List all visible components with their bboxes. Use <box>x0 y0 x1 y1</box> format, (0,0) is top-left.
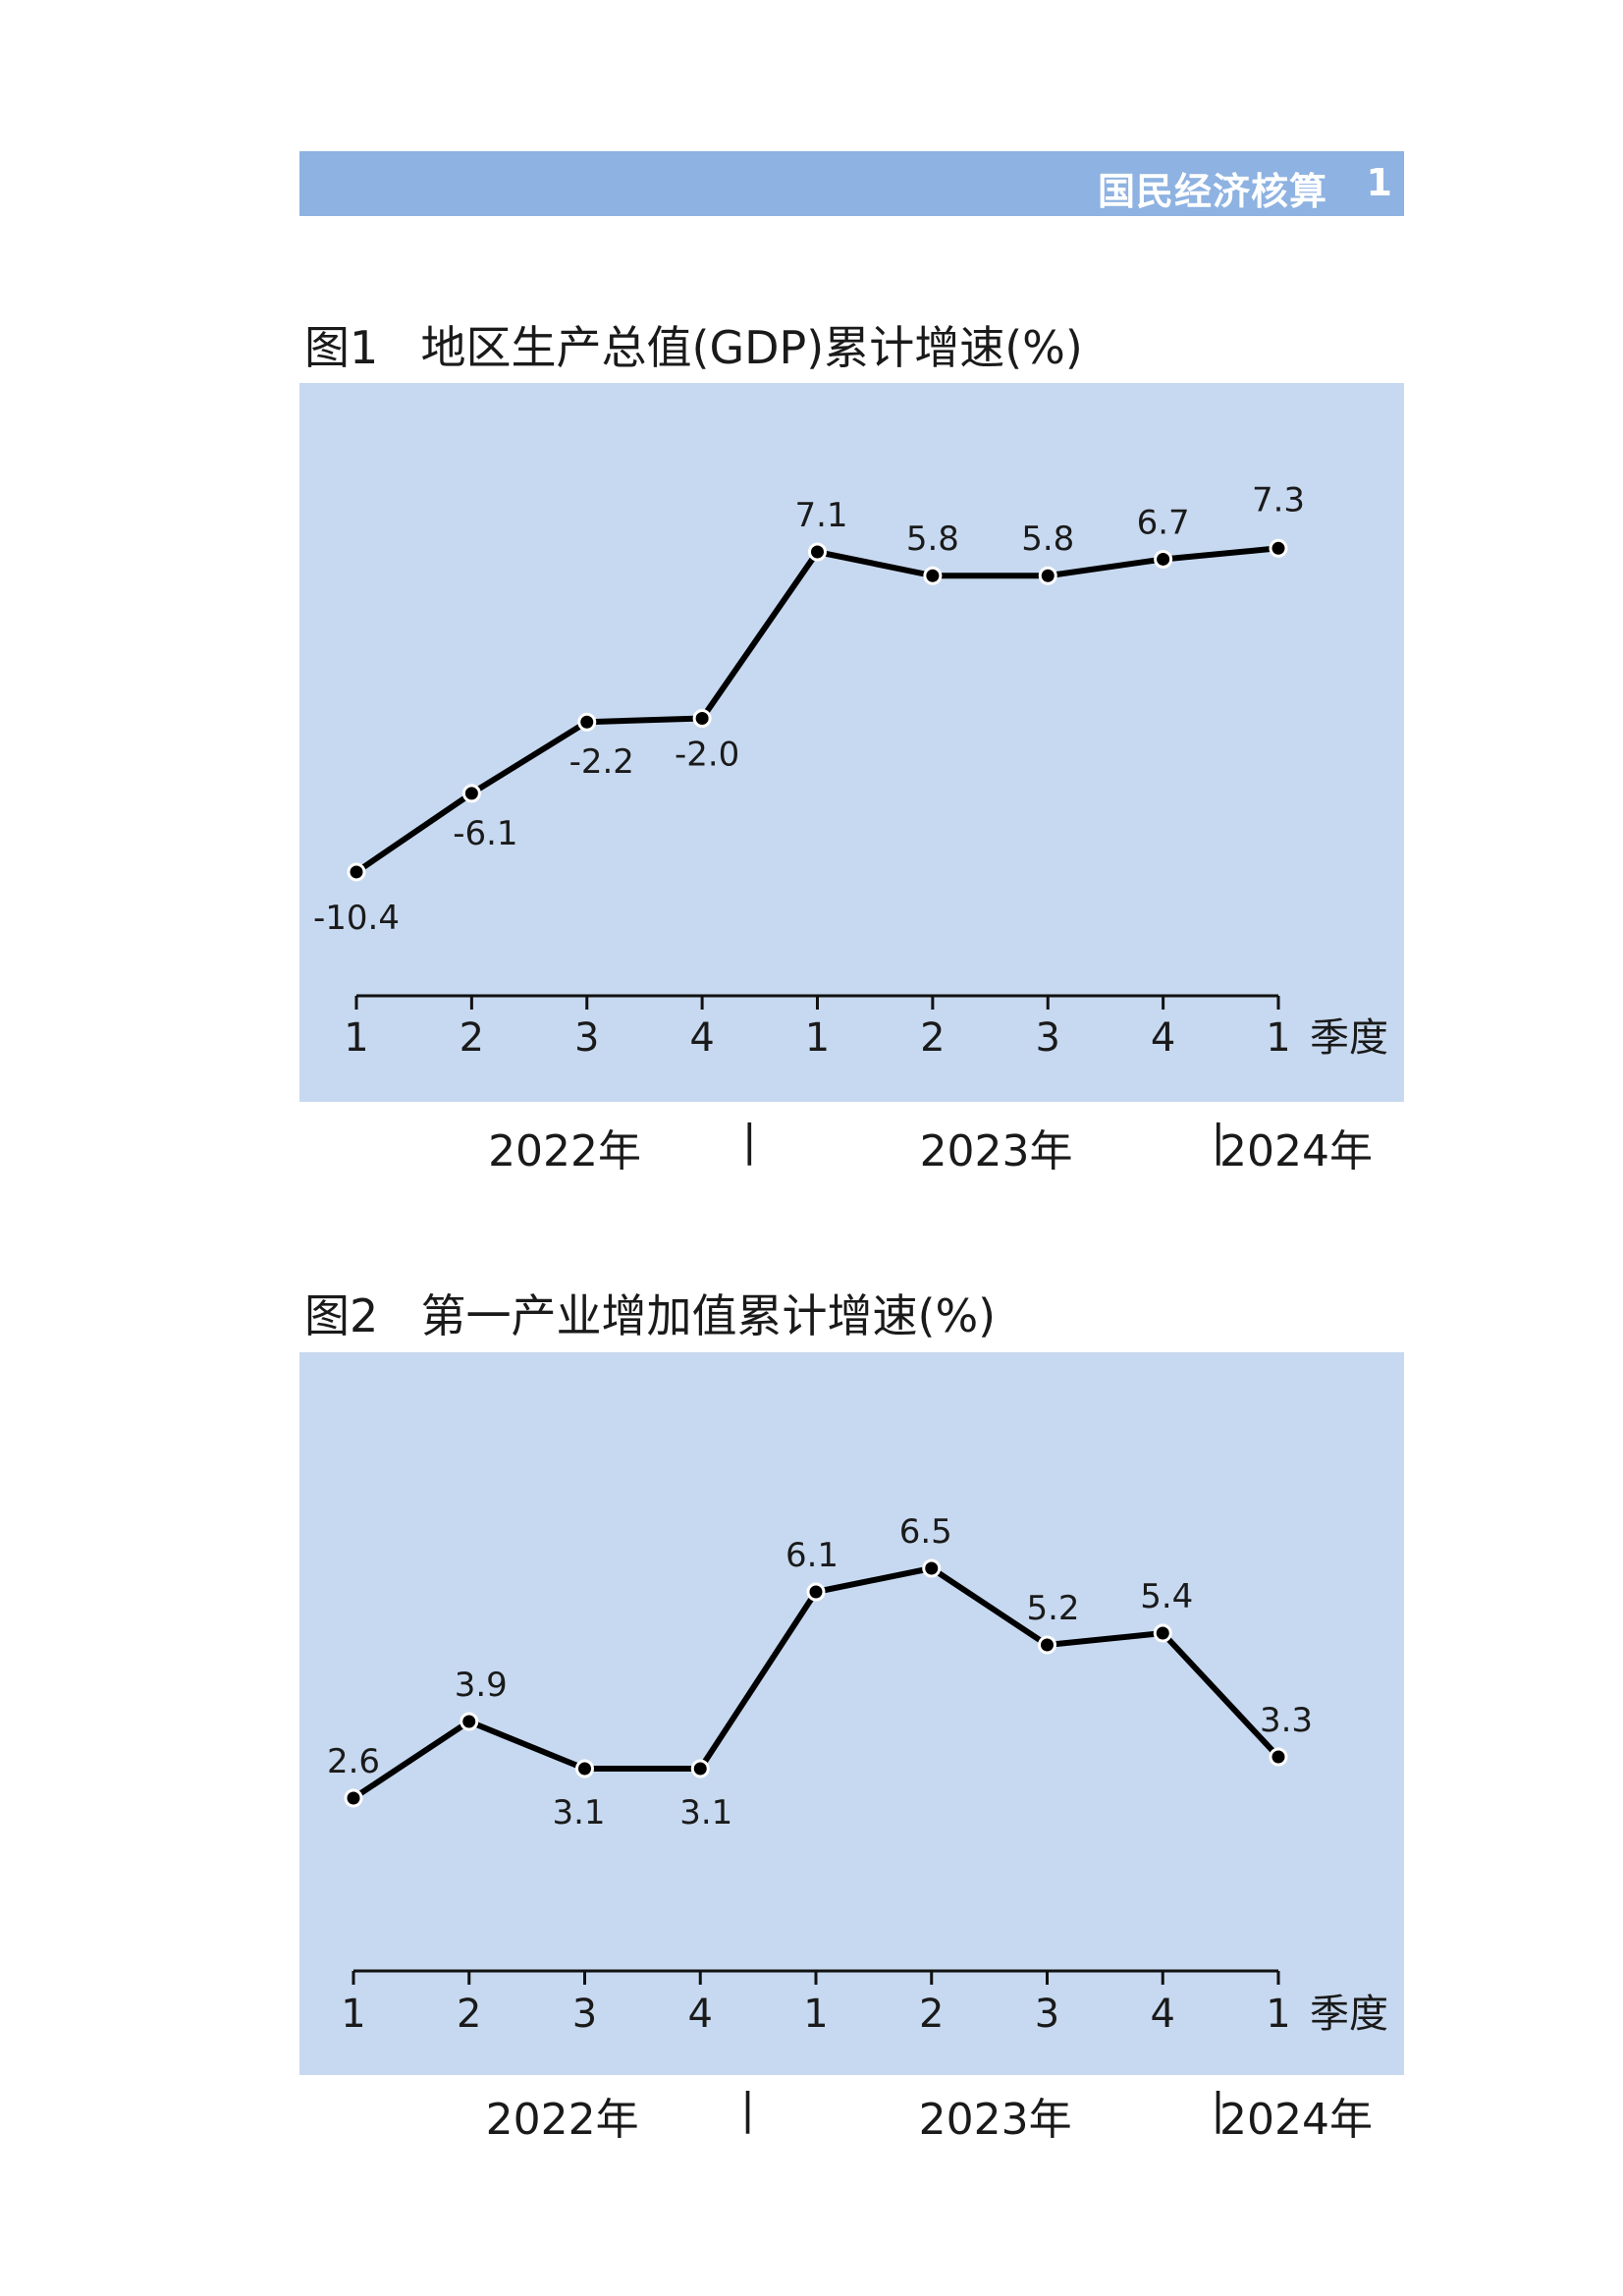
chart-2-year-label: 2023年 <box>918 2095 1072 2145</box>
chart-2-x-tick-label: 4 <box>688 1992 713 2037</box>
chart-1-data-label: -6.1 <box>453 814 517 853</box>
chart-1-data-label: 7.3 <box>1252 480 1305 519</box>
page-number: 1 <box>1366 161 1392 204</box>
chart-2-year-separator: | <box>1211 2084 1225 2134</box>
chart-1-x-tick-label: 2 <box>460 1015 484 1061</box>
figure-1-label: 图1 <box>304 321 379 374</box>
chart-1-year-separator: | <box>741 1116 757 1166</box>
section-title: 国民经济核算 <box>1097 170 1327 213</box>
figure-1-title-text: 地区生产总值(GDP)累计增速(%) <box>420 321 1083 374</box>
chart-1-data-point <box>1038 566 1057 585</box>
section-header-bar: 国民经济核算 1 <box>299 151 1404 216</box>
chart-2-data-point <box>690 1759 710 1778</box>
chart-2-data-point <box>344 1788 363 1808</box>
chart-1-year-label: 2024年 <box>1219 1126 1373 1176</box>
chart-1-data-label: -2.2 <box>569 742 634 782</box>
chart-1-x-tick-label: 3 <box>1036 1015 1060 1061</box>
chart-2-data-label: 5.4 <box>1140 1577 1193 1616</box>
chart-2-year-label: 2022年 <box>485 2095 639 2145</box>
chart-1-data-point <box>692 709 712 728</box>
chart-2-data-label: 3.3 <box>1260 1701 1313 1740</box>
chart-2-data-label: 3.1 <box>552 1793 605 1832</box>
chart-1-data-point <box>923 566 943 585</box>
chart-2-x-tick-label: 1 <box>341 1992 365 2037</box>
chart-2-x-tick-label: 3 <box>1035 1992 1059 2037</box>
chart-2-x-tick-label: 1 <box>803 1992 828 2037</box>
chart-2-data-label: 2.6 <box>327 1742 380 1781</box>
chart-1-data-point <box>577 712 597 732</box>
chart-2-year-separator: | <box>740 2084 755 2134</box>
chart-1-x-tick-label: 2 <box>920 1015 945 1061</box>
chart-2-data-point <box>1153 1623 1172 1643</box>
chart-2-year-label: 2024年 <box>1219 2095 1373 2145</box>
chart-2-data-point <box>575 1759 594 1778</box>
figure-2-label: 图2 <box>304 1289 379 1342</box>
figure-2-title: 图2 第一产业增加值累计增速(%) <box>304 1281 996 1345</box>
chart-1-x-tick-label: 1 <box>344 1015 368 1061</box>
chart-1-data-point <box>1269 538 1288 558</box>
chart-2-x-tick-label: 2 <box>457 1992 481 2037</box>
chart-1-data-label: -2.0 <box>675 736 739 775</box>
chart-1-data-label: -10.4 <box>313 899 400 938</box>
chart-1-data-point <box>808 542 827 562</box>
chart-2-data-point <box>460 1712 479 1731</box>
chart-1-data-point <box>1154 549 1173 569</box>
chart-1-year-label: 2022年 <box>488 1126 642 1176</box>
chart-1-x-tick-label: 1 <box>805 1015 830 1061</box>
chart-2-data-point <box>1038 1635 1056 1655</box>
chart-1-year-label: 2023年 <box>919 1126 1073 1176</box>
chart-1-year-row: 2022年 2023年 2024年 | | <box>299 1116 1404 1176</box>
chart-1-data-label: 6.7 <box>1137 503 1190 542</box>
chart-1-data-label: 7.1 <box>794 496 847 535</box>
chart-2-data-label: 6.1 <box>785 1536 839 1575</box>
chart-2-data-point <box>806 1582 826 1602</box>
chart-2-x-tick-label: 2 <box>919 1992 944 2037</box>
chart-1-panel: 1 2 3 4 1 2 3 4 1 季度 -10.4 -6.1 -2.2 -2.0 7.1 5.8 5.8 6.7… <box>299 383 1404 1102</box>
chart-2-data-point <box>922 1558 942 1578</box>
chart-2-data-label: 3.1 <box>679 1793 732 1832</box>
chart-2-x-unit-label: 季度 <box>1310 1992 1388 2037</box>
chart-1-svg: 1 2 3 4 1 2 3 4 1 季度 -10.4 -6.1 -2.2 -2.0 7.1 5.8 5.8 6.7… <box>313 480 1388 1061</box>
figure-2-title-text: 第一产业增加值累计增速(%) <box>420 1289 997 1342</box>
chart-2-data-label: 3.9 <box>455 1666 508 1705</box>
chart-1-x-unit-label: 季度 <box>1310 1015 1388 1061</box>
chart-2-data-label: 6.5 <box>899 1512 952 1552</box>
chart-2-x-tick-label: 4 <box>1151 1992 1175 2037</box>
chart-2-x-tick-label: 3 <box>572 1992 597 2037</box>
figure-1-title: 图1 地区生产总值(GDP)累计增速(%) <box>304 312 1083 377</box>
chart-1-x-tick-label: 1 <box>1266 1015 1290 1061</box>
chart-1-data-label: 5.8 <box>1021 519 1074 559</box>
chart-1-data-point <box>347 862 366 882</box>
chart-1-year-separator: | <box>1211 1116 1226 1166</box>
chart-1-x-tick-label: 3 <box>574 1015 599 1061</box>
chart-1-data-point <box>461 784 481 803</box>
chart-2-svg: 1 2 3 4 1 2 3 4 1 季度 2.6 3.9 3.1 3.1 6.1 6.5 5.2 5.4 3.3 <box>327 1512 1388 2037</box>
chart-2-data-label: 5.2 <box>1026 1589 1079 1628</box>
chart-2-data-point <box>1269 1747 1288 1767</box>
chart-1-x-tick-label: 4 <box>689 1015 714 1061</box>
chart-1-x-tick-label: 4 <box>1151 1015 1175 1061</box>
chart-2-panel: 1 2 3 4 1 2 3 4 1 季度 2.6 3.9 3.1 3.1 6.1 6.5 5.2 5.4 3.3 <box>299 1352 1404 2075</box>
chart-1-data-label: 5.8 <box>906 519 959 559</box>
chart-2-x-tick-label: 1 <box>1266 1992 1290 2037</box>
chart-2-year-row: 2022年 2023年 2024年 | | <box>299 2084 1404 2145</box>
